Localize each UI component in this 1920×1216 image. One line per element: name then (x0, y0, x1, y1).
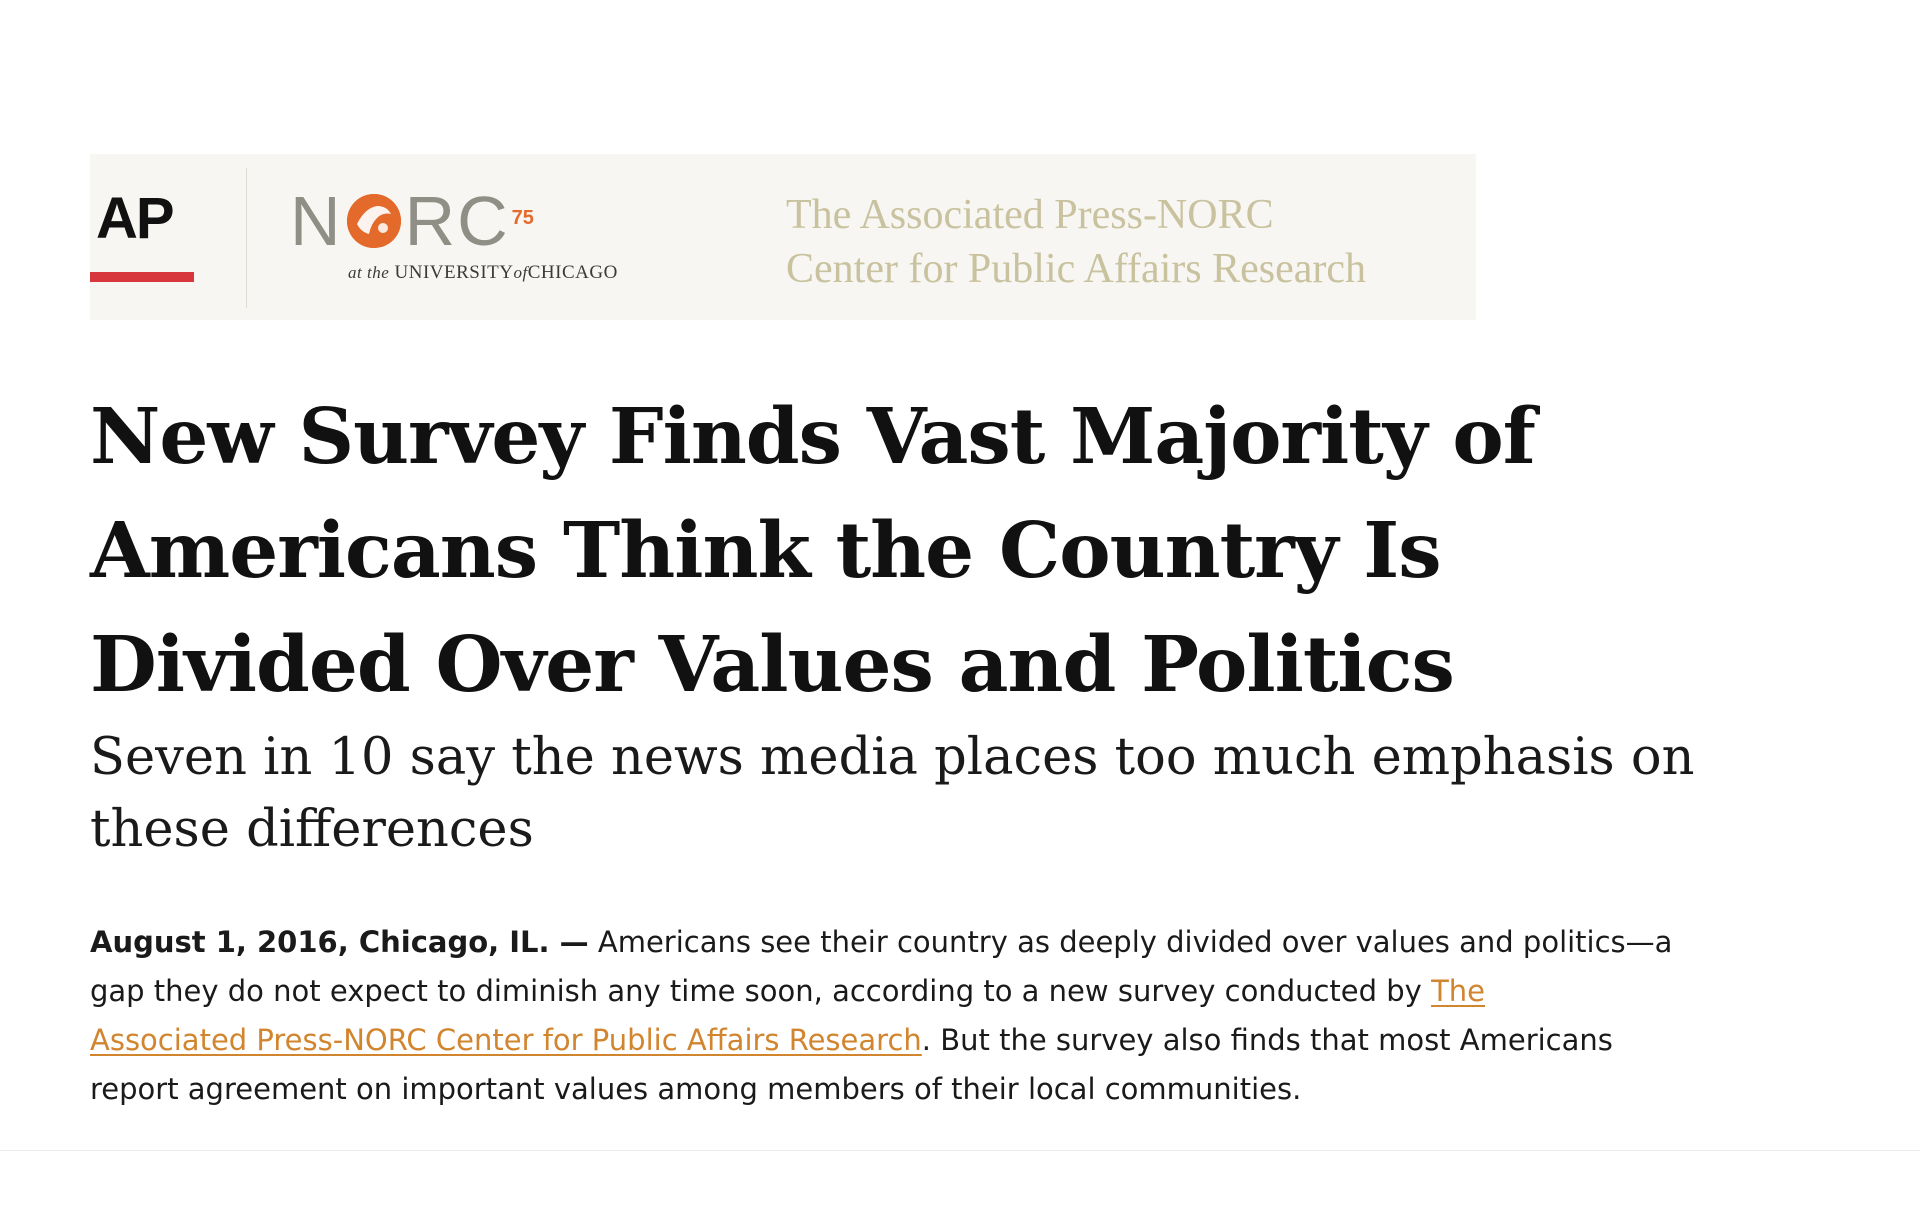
norc-subline-prefix: at the (348, 263, 390, 282)
body-line3: Associated Press-NORC Center for Public … (90, 1016, 1850, 1065)
center-link-part1[interactable]: The (1431, 974, 1485, 1008)
body-line2: gap they do not expect to diminish any t… (90, 967, 1850, 1016)
norc-75-badge: 75 (511, 207, 534, 229)
page-bottom-rule (0, 1150, 1920, 1151)
norc-logo: N RC 75 at the UNIVERSITYofCHICAGO (290, 154, 710, 320)
center-name: The Associated Press-NORC Center for Pub… (786, 188, 1366, 296)
norc-subline-city: CHICAGO (527, 262, 618, 283)
center-link-part2[interactable]: Associated Press-NORC Center for Public … (90, 1023, 922, 1057)
headline-line3: Divided Over Values and Politics (90, 620, 1455, 710)
ap-logo-bar (90, 272, 194, 282)
headline-line2: Americans Think the Country Is (90, 506, 1442, 596)
body-paragraph: August 1, 2016, Chicago, IL. — Americans… (90, 918, 1850, 1114)
center-name-line2: Center for Public Affairs Research (786, 246, 1367, 292)
body-line1-text: Americans see their country as deeply di… (588, 925, 1673, 959)
norc-letters-rc: RC (404, 182, 510, 260)
header-banner: AP N RC 75 at the UNIVERSITYofCHICAG (90, 154, 1476, 320)
subheadline-line1: Seven in 10 say the news media places to… (90, 728, 1695, 787)
subheadline-line2: these differences (90, 800, 534, 859)
body-line3-text: . But the survey also finds that most Am… (921, 1023, 1613, 1057)
norc-subline: at the UNIVERSITYofCHICAGO (348, 262, 618, 284)
norc-letter-n: N (290, 182, 343, 260)
norc-subline-university: UNIVERSITY (394, 262, 514, 283)
norc-globe-icon (346, 194, 401, 248)
norc-subline-of: of (513, 263, 528, 282)
banner-divider (246, 168, 247, 308)
ap-logo-block: AP (90, 154, 240, 320)
norc-wordmark: N RC 75 (290, 186, 534, 256)
dateline: August 1, 2016, Chicago, IL. — (90, 925, 589, 959)
center-name-line1: The Associated Press-NORC (786, 192, 1274, 238)
body-line1: August 1, 2016, Chicago, IL. — Americans… (90, 918, 1850, 967)
ap-logo: AP (96, 186, 175, 251)
body-line4: report agreement on important values amo… (90, 1065, 1850, 1114)
body-line4-text: report agreement on important values amo… (90, 1072, 1302, 1106)
body-line2-text: gap they do not expect to diminish any t… (90, 974, 1432, 1008)
headline: New Survey Finds Vast Majority of Americ… (90, 380, 1830, 722)
headline-line1: New Survey Finds Vast Majority of (90, 392, 1536, 482)
subheadline: Seven in 10 say the news media places to… (90, 722, 1850, 866)
